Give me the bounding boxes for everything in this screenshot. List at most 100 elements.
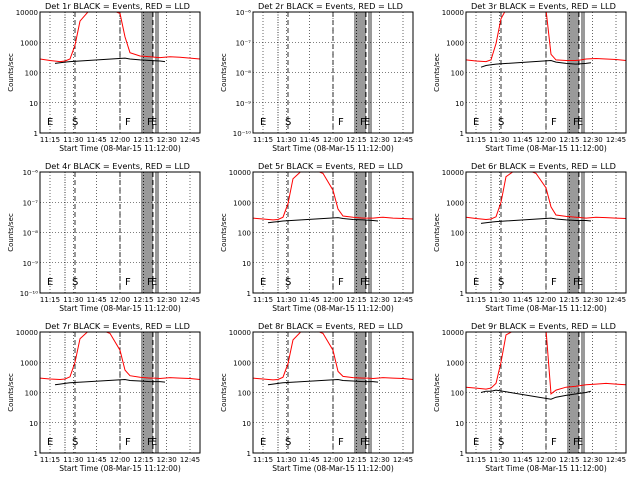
x-tick-label: 12:00: [110, 456, 130, 464]
x-tick-label: 12:30: [370, 296, 390, 304]
event-marker-f: F: [125, 117, 131, 128]
x-tick-label: 12:15: [346, 296, 366, 304]
x-tick-label: 11:45: [513, 136, 533, 144]
x-tick-label: 12:45: [180, 296, 200, 304]
y-tick-label: 1: [34, 130, 38, 138]
event-marker-s: S: [498, 437, 504, 448]
x-tick-label: 12:30: [583, 136, 603, 144]
x-tick-label: 12:30: [370, 136, 390, 144]
y-tick-label: 1: [247, 450, 251, 458]
y-tick-label: 10000: [16, 9, 38, 17]
event-marker-e: E: [577, 277, 583, 288]
y-tick-label: 1000: [446, 359, 464, 367]
series-line-lld: [253, 172, 413, 221]
y-tick-label: 10⁻¹⁰: [233, 130, 251, 138]
event-marker-s: S: [72, 117, 78, 128]
x-axis-label: Start Time (08-Mar-15 11:12:00): [59, 304, 181, 313]
x-tick-label: 12:00: [323, 296, 343, 304]
x-axis-label: Start Time (08-Mar-15 11:12:00): [272, 144, 394, 153]
x-tick-label: 12:15: [133, 136, 153, 144]
x-tick-label: 12:15: [346, 456, 366, 464]
y-tick-label: 10⁻⁶: [236, 9, 252, 17]
event-marker-e: E: [577, 117, 583, 128]
event-marker-s: S: [498, 277, 504, 288]
y-tick-label: 1000: [20, 359, 38, 367]
x-tick-label: 11:15: [40, 296, 60, 304]
x-tick-label: 11:45: [513, 456, 533, 464]
event-marker-f: F: [551, 117, 557, 128]
event-marker-s: S: [498, 117, 504, 128]
panel-title: Det 2r BLACK = Events, RED = LLD: [258, 1, 403, 11]
y-tick-label: 10⁻⁶: [23, 169, 39, 177]
x-tick-label: 12:15: [346, 136, 366, 144]
event-marker-e: E: [151, 277, 157, 288]
series-line-events: [480, 389, 592, 400]
plot-frame: [465, 11, 627, 134]
event-marker-e: E: [47, 277, 53, 288]
x-axis-label: Start Time (08-Mar-15 11:12:00): [59, 464, 181, 473]
event-marker-e: E: [47, 117, 53, 128]
y-tick-label: 10000: [229, 329, 251, 337]
plot-frame: [252, 11, 414, 134]
event-marker-f: F: [125, 437, 131, 448]
y-axis-label: Counts/sec: [433, 213, 441, 252]
y-tick-label: 1000: [233, 199, 251, 207]
x-axis-label: Start Time (08-Mar-15 11:12:00): [485, 304, 607, 313]
plot-frame: [465, 171, 627, 294]
y-tick-label: 10: [242, 420, 251, 428]
x-tick-label: 11:30: [63, 136, 83, 144]
y-tick-label: 10000: [442, 169, 464, 177]
y-tick-label: 10: [455, 420, 464, 428]
x-tick-label: 12:45: [393, 456, 413, 464]
event-marker-e: E: [260, 117, 266, 128]
plot-frame: [39, 331, 201, 454]
y-tick-label: 1000: [233, 359, 251, 367]
x-tick-label: 11:45: [300, 456, 320, 464]
y-axis-label: Counts/sec: [7, 213, 15, 252]
y-tick-label: 100: [25, 390, 38, 398]
x-tick-label: 11:15: [253, 136, 273, 144]
event-marker-f: F: [573, 437, 579, 448]
y-tick-label: 1000: [446, 199, 464, 207]
series-line-lld: [40, 332, 200, 381]
x-tick-label: 12:30: [583, 456, 603, 464]
y-tick-label: 10: [455, 260, 464, 268]
event-marker-e: E: [260, 277, 266, 288]
y-tick-label: 100: [451, 230, 464, 238]
event-marker-f: F: [551, 437, 557, 448]
x-tick-label: 12:45: [606, 296, 626, 304]
x-tick-label: 12:30: [583, 296, 603, 304]
y-tick-label: 10⁻⁸: [23, 230, 39, 238]
y-tick-label: 100: [25, 70, 38, 78]
panel-title: Det 8r BLACK = Events, RED = LLD: [258, 321, 403, 331]
x-tick-label: 11:45: [87, 296, 107, 304]
series-line-events: [480, 59, 592, 68]
event-marker-e: E: [473, 277, 479, 288]
event-marker-s: S: [72, 277, 78, 288]
x-tick-label: 12:00: [323, 456, 343, 464]
y-tick-label: 10: [29, 420, 38, 428]
x-tick-label: 12:00: [536, 456, 556, 464]
x-tick-label: 11:30: [489, 136, 509, 144]
x-tick-label: 11:15: [40, 136, 60, 144]
x-tick-label: 11:45: [300, 296, 320, 304]
x-tick-label: 11:45: [87, 456, 107, 464]
x-tick-label: 12:15: [559, 296, 579, 304]
y-axis-label: Counts/sec: [220, 53, 228, 92]
panel-2r: Det 2r BLACK = Events, RED = LLD 11:15 11:…: [220, 1, 414, 153]
y-tick-label: 100: [451, 70, 464, 78]
x-tick-label: 12:00: [110, 296, 130, 304]
x-tick-label: 12:15: [559, 456, 579, 464]
x-tick-label: 11:15: [466, 456, 486, 464]
y-tick-label: 100: [238, 230, 251, 238]
event-marker-f: F: [338, 437, 344, 448]
y-axis-label: Counts/sec: [433, 373, 441, 412]
x-tick-label: 12:00: [536, 136, 556, 144]
x-tick-label: 12:15: [559, 136, 579, 144]
y-tick-label: 1000: [446, 39, 464, 47]
x-tick-label: 11:30: [276, 136, 296, 144]
x-tick-label: 12:30: [157, 136, 177, 144]
event-marker-f: F: [360, 277, 366, 288]
